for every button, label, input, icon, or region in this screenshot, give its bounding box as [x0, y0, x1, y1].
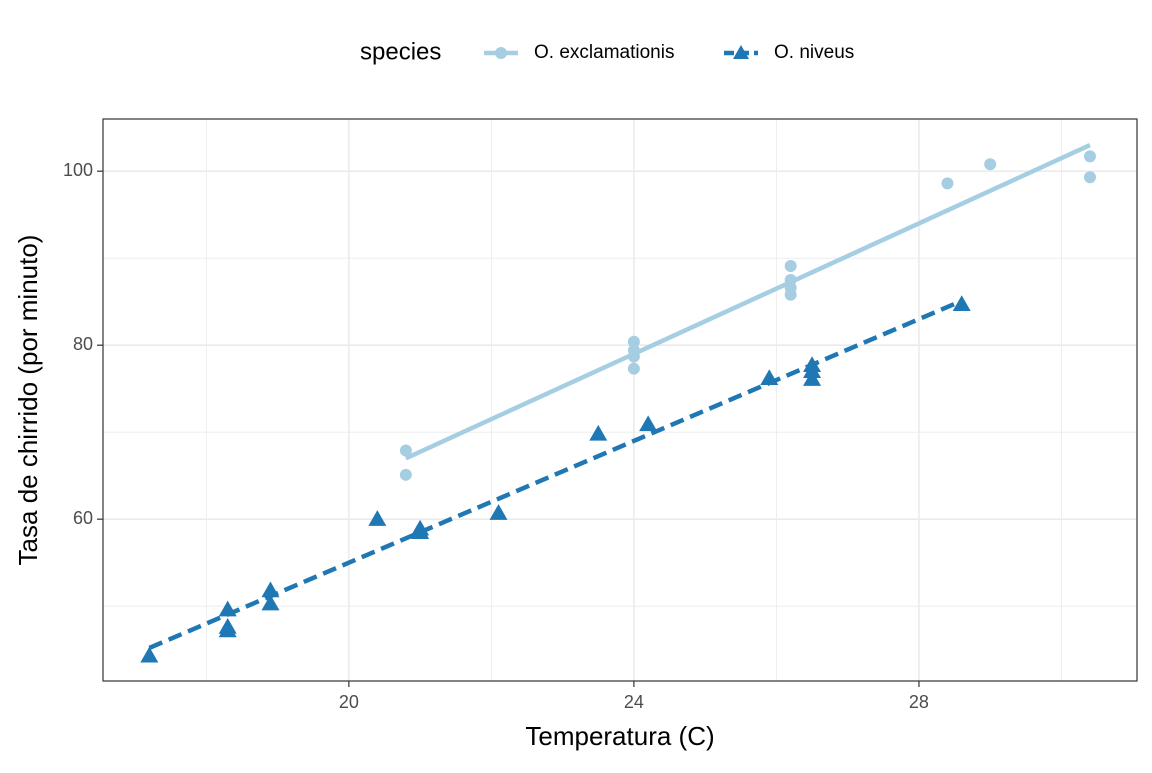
point: [589, 424, 608, 441]
point: [399, 444, 412, 457]
x-tick-label: 28: [909, 692, 929, 712]
x-tick-label: 24: [624, 692, 644, 712]
legend-label: O. exclamationis: [534, 42, 674, 63]
fit-line: [148, 298, 963, 651]
y-axis-title: Tasa de chirrido (por minuto): [13, 235, 43, 566]
x-axis-title: Temperatura (C): [525, 721, 714, 751]
point: [784, 260, 797, 273]
legend-key-marker: [733, 45, 749, 59]
point: [261, 594, 280, 611]
legend-title: species: [360, 38, 441, 65]
x-tick-label: 20: [339, 692, 359, 712]
point: [1083, 171, 1096, 184]
point: [1083, 150, 1096, 163]
point: [399, 468, 412, 481]
point: [627, 362, 640, 375]
point: [368, 510, 387, 526]
point: [941, 177, 954, 190]
point: [489, 504, 508, 520]
legend-label: O. niveus: [774, 42, 854, 63]
y-tick-label: 100: [63, 160, 93, 180]
panel-border: [102, 118, 1138, 682]
fit-line: [404, 143, 1091, 461]
legend-item: O. exclamationis: [484, 42, 674, 63]
point: [140, 646, 159, 663]
point: [639, 415, 658, 432]
point: [984, 158, 997, 171]
legend-key-marker: [495, 47, 507, 59]
legend-item: O. niveus: [724, 42, 854, 63]
point: [627, 335, 640, 348]
y-tick-label: 80: [73, 334, 93, 354]
point: [218, 618, 237, 634]
y-tick-label: 60: [73, 508, 93, 528]
